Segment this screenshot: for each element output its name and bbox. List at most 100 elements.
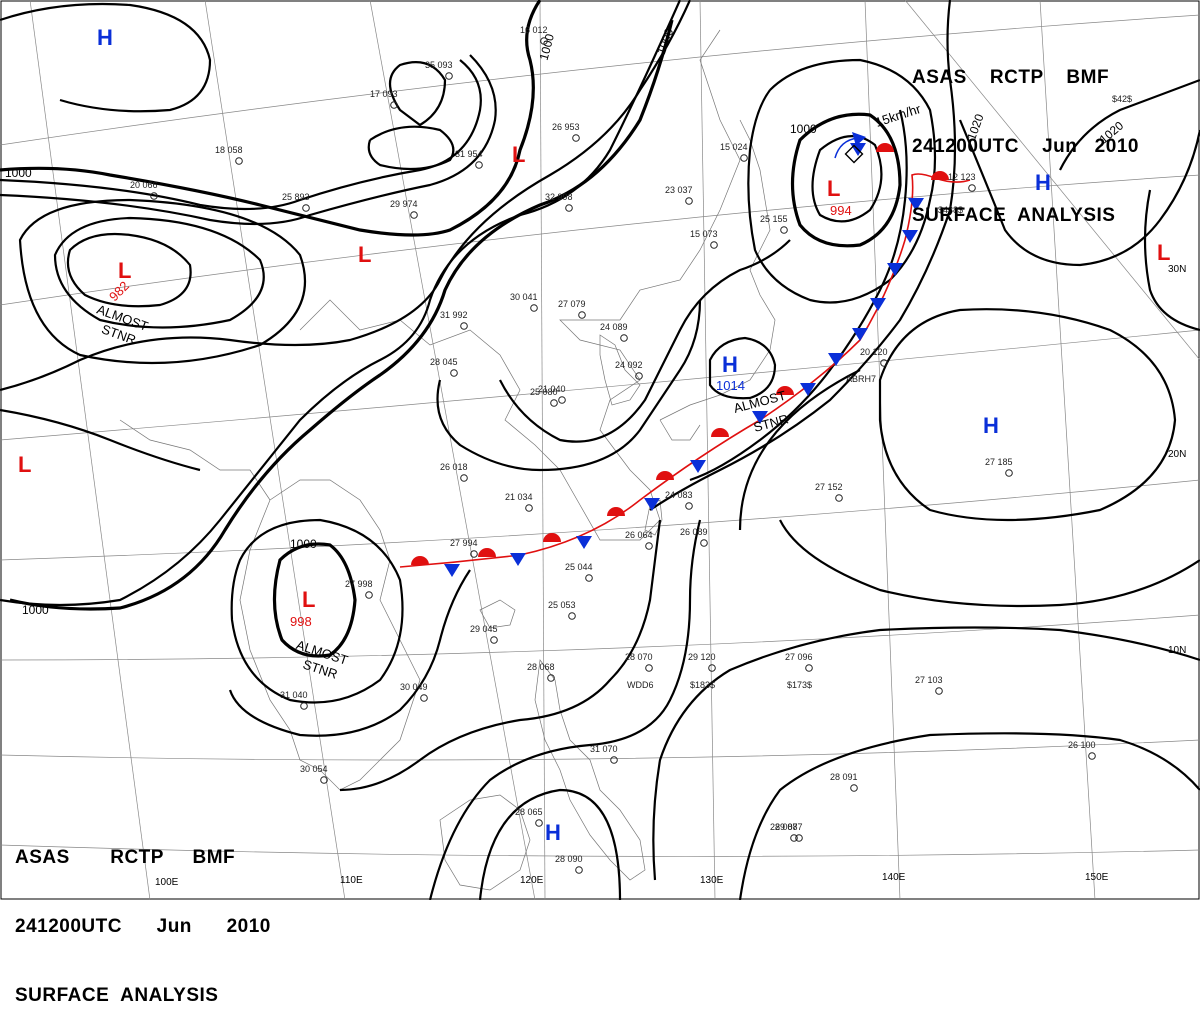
station-report: 27 103 xyxy=(915,675,943,685)
isobar-label: 1000 xyxy=(654,26,676,56)
station-report: 30 049 xyxy=(400,682,428,692)
isobar-1000-nw xyxy=(0,0,542,237)
warm-front-symbol xyxy=(607,507,625,516)
station-report: 20 120 xyxy=(860,347,888,357)
station-report: 25 080 xyxy=(530,387,558,397)
low-center-value: 998 xyxy=(290,614,312,629)
station-circle xyxy=(935,687,943,695)
station-circle xyxy=(850,784,858,792)
isobar-north-trough xyxy=(367,125,455,171)
station-report: 29 087 xyxy=(775,822,803,832)
station-report: 29 045 xyxy=(470,624,498,634)
station-report: 26 089 xyxy=(680,527,708,537)
cold-front-symbol xyxy=(870,298,886,311)
station-report: 28 070 xyxy=(625,652,653,662)
station-circle xyxy=(390,101,398,109)
station-circle xyxy=(620,334,628,342)
station-circle xyxy=(547,674,555,682)
header-line-title: SURFACE ANALYSIS xyxy=(15,985,219,1006)
station-circle xyxy=(475,161,483,169)
lon-label-130e: 130E xyxy=(700,875,724,886)
high-center: H xyxy=(983,413,999,438)
map-header-bottom-left: ASAS RCTP BMF 241200UTC Jun 2010 SURFACE… xyxy=(15,800,271,1030)
station-circle xyxy=(470,550,478,558)
station-circle xyxy=(790,834,798,842)
station-report: 24 092 xyxy=(615,360,643,370)
station-report: 35 093 xyxy=(425,60,453,70)
isobar-pacific-4 xyxy=(779,519,1200,608)
isobars xyxy=(0,0,1200,900)
isobar-north-low xyxy=(388,61,447,127)
station-circle xyxy=(1005,469,1013,477)
high-center-value: 1014 xyxy=(716,378,745,393)
station-circle xyxy=(610,756,618,764)
station-circle xyxy=(550,399,558,407)
cold-front-symbol xyxy=(576,536,592,549)
isobar-label: 1000 xyxy=(537,32,558,62)
isobar-label: 1000 xyxy=(5,166,32,180)
isobar-west-wide xyxy=(0,0,692,392)
isobar-west-tibet xyxy=(0,408,201,472)
station-report: 28 045 xyxy=(430,357,458,367)
station-circle xyxy=(530,304,538,312)
station-report: 27 185 xyxy=(985,457,1013,467)
station-report: 16 012 xyxy=(520,25,548,35)
station-report: 20 066 xyxy=(130,180,158,190)
isobar-label: 1000 xyxy=(790,122,817,136)
station-circle xyxy=(572,134,580,142)
station-circle xyxy=(805,664,813,672)
isobar-pacific-6 xyxy=(738,732,1200,900)
lat-label-30n: 30N xyxy=(1168,264,1186,275)
station-report: 28 065 xyxy=(515,807,543,817)
station-circle xyxy=(835,494,843,502)
station-report: 25 155 xyxy=(760,214,788,224)
isobar-nw-high xyxy=(0,2,212,113)
isobar-east-china xyxy=(499,239,791,443)
motion-box xyxy=(844,144,864,164)
warm-front-symbol xyxy=(478,548,496,557)
isobar-low-998 xyxy=(272,542,357,658)
station-circle xyxy=(710,241,718,249)
station-circle xyxy=(540,37,548,45)
station-code: ABRH7 xyxy=(846,374,876,384)
station-circle xyxy=(685,502,693,510)
station-report: 18 058 xyxy=(215,145,243,155)
coastlines xyxy=(119,29,776,891)
cold-front-symbol xyxy=(690,460,706,473)
station-circle xyxy=(150,192,158,200)
front-line xyxy=(399,173,971,568)
station-circle xyxy=(575,866,583,874)
station-circle xyxy=(365,591,373,599)
lon-label-140e: 140E xyxy=(882,872,906,883)
lat-label-20n: 20N xyxy=(1168,449,1186,460)
station-report: 17 093 xyxy=(370,89,398,99)
high-center: H xyxy=(1035,170,1051,195)
low-center: L xyxy=(512,142,525,167)
station-code: $42$ xyxy=(1112,94,1132,104)
lon-label-150e: 150E xyxy=(1085,872,1109,883)
station-report: 25 044 xyxy=(565,562,593,572)
high-center: H xyxy=(97,25,113,50)
coast-borneo xyxy=(439,794,531,891)
station-circle xyxy=(525,504,533,512)
warm-front-symbol xyxy=(411,556,429,565)
map-frame xyxy=(0,0,1200,900)
station-report: 28 068 xyxy=(527,662,555,672)
header-line-product: ASAS RCTP BMF xyxy=(15,847,236,868)
low-center: L xyxy=(827,176,840,201)
isobar-north-2 xyxy=(0,54,497,226)
station-circle xyxy=(445,72,453,80)
station-circle xyxy=(420,694,428,702)
isobar-south-2 xyxy=(428,519,702,900)
station-circle xyxy=(968,184,976,192)
isobar-low-982-inner xyxy=(66,232,192,308)
isobar-low-994-outer xyxy=(790,112,902,248)
isobar-pacific-high-box xyxy=(878,308,1177,522)
station-report: 31 040 xyxy=(280,690,308,700)
cold-front-symbol xyxy=(752,411,768,424)
header-line-time: 241200UTC Jun 2010 xyxy=(15,916,271,937)
header-line-title: SURFACE ANALYSIS xyxy=(912,205,1116,226)
lon-label-110e: 110E xyxy=(340,875,363,886)
station-report: 31 070 xyxy=(590,744,618,754)
front-symbols xyxy=(411,143,949,577)
